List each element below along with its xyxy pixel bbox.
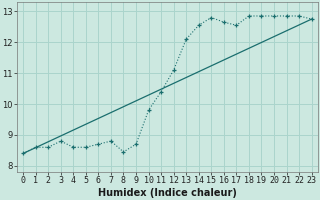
X-axis label: Humidex (Indice chaleur): Humidex (Indice chaleur) [98,188,237,198]
